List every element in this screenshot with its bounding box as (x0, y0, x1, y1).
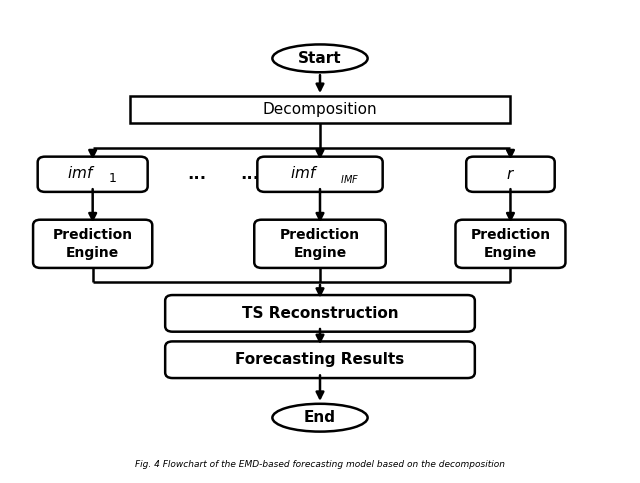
Text: End: End (304, 410, 336, 425)
Text: $r$: $r$ (506, 167, 515, 182)
Text: $1$: $1$ (108, 172, 116, 185)
FancyBboxPatch shape (33, 220, 152, 268)
Text: $imf$: $imf$ (67, 165, 96, 181)
Ellipse shape (273, 404, 367, 432)
Text: Decomposition: Decomposition (262, 102, 378, 117)
Ellipse shape (273, 44, 367, 72)
FancyBboxPatch shape (165, 341, 475, 378)
FancyBboxPatch shape (165, 295, 475, 332)
Text: TS Reconstruction: TS Reconstruction (242, 306, 398, 321)
Text: ...: ... (188, 165, 207, 183)
Text: Prediction
Engine: Prediction Engine (280, 227, 360, 260)
Text: Prediction
Engine: Prediction Engine (470, 227, 550, 260)
FancyBboxPatch shape (466, 156, 555, 192)
Text: Fig. 4 Flowchart of the EMD-based forecasting model based on the decomposition: Fig. 4 Flowchart of the EMD-based foreca… (135, 460, 505, 469)
Text: Start: Start (298, 51, 342, 66)
Text: Forecasting Results: Forecasting Results (236, 352, 404, 367)
Text: ...: ... (240, 165, 259, 183)
FancyBboxPatch shape (257, 156, 383, 192)
FancyBboxPatch shape (129, 96, 511, 123)
Text: Prediction
Engine: Prediction Engine (52, 227, 132, 260)
FancyBboxPatch shape (254, 220, 386, 268)
FancyBboxPatch shape (456, 220, 566, 268)
FancyBboxPatch shape (38, 156, 148, 192)
Text: $imf$: $imf$ (291, 165, 319, 181)
Text: $_{IMF}$: $_{IMF}$ (340, 172, 359, 186)
